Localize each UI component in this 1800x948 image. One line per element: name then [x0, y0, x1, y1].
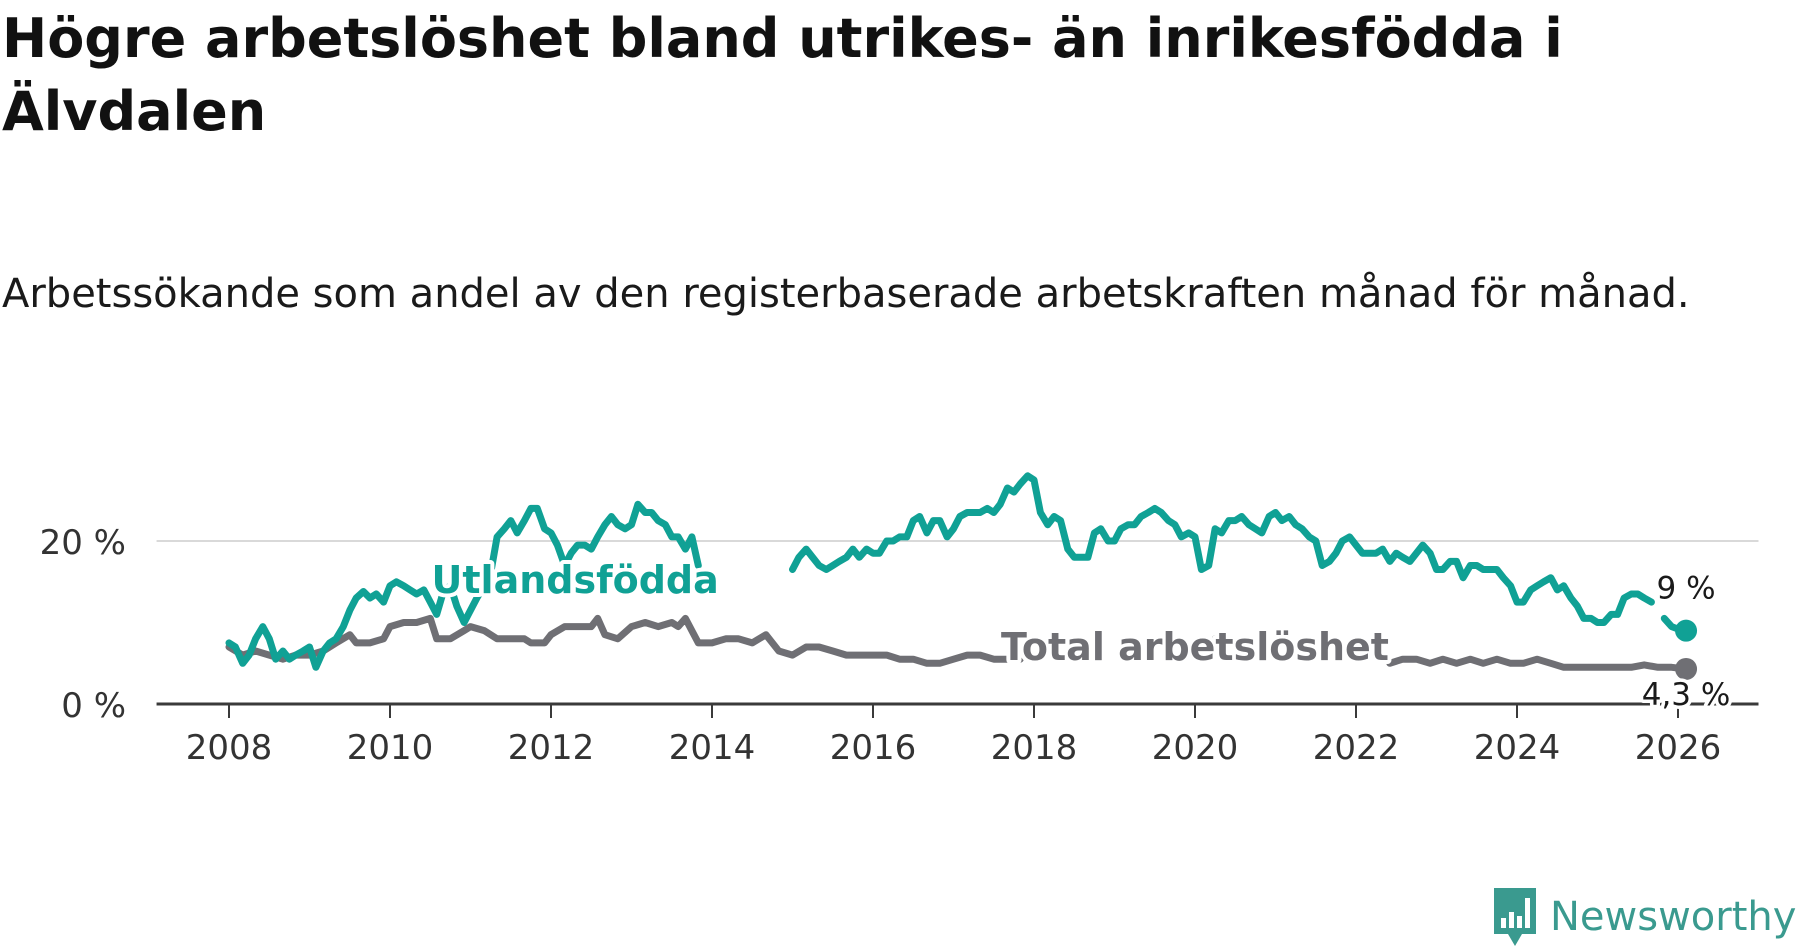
x-tick-label: 2012: [508, 728, 595, 768]
chart-title: Högre arbetslöshet bland utrikes- än inr…: [2, 7, 1563, 143]
x-tick-label: 2026: [1635, 728, 1722, 768]
newsworthy-logo[interactable]: Newsworthy: [1492, 886, 1796, 948]
series-line-utlandsf-dda-0: [225, 500, 702, 671]
x-tick-label: 2022: [1313, 728, 1400, 768]
x-tick-label: 2008: [186, 728, 273, 768]
series-line-total-arbetsl-shet-2: [1386, 655, 1690, 673]
logo-text: Newsworthy: [1550, 894, 1797, 940]
series-line-total-arbetsl-shet-1: [1211, 635, 1246, 647]
x-tick-label: 2020: [1152, 728, 1239, 768]
end-label-utlandsf-dda: 9 %: [1657, 571, 1716, 607]
end-point-utlandsf-dda: [1675, 619, 1698, 642]
series-lines: [225, 472, 1698, 680]
x-tick-label: 2018: [991, 728, 1078, 768]
series-line-total-arbetsl-shet-0: [225, 614, 1024, 667]
end-label-total-arbetsl-shet: 4,3 %: [1642, 677, 1731, 713]
x-tick-label: 2024: [1474, 728, 1561, 768]
y-tick-label: 0 %: [61, 686, 126, 726]
x-tick-label: 2010: [347, 728, 434, 768]
bar-chart-flag-icon: [1494, 888, 1536, 946]
series-label-utlandsf-dda: Utlandsfödda: [432, 558, 719, 602]
x-tick-label: 2016: [830, 728, 917, 768]
series-label-total-arbetsl-shet: Total arbetslöshet: [1001, 625, 1389, 669]
end-point-total-arbetsl-shet: [1675, 657, 1698, 680]
series-line-utlandsf-dda-1: [789, 472, 1655, 626]
y-tick-label: 20 %: [40, 523, 126, 563]
chart-subtitle: Arbetssökande som andel av den registerb…: [2, 271, 1690, 317]
x-tick-label: 2014: [669, 728, 756, 768]
axes: 0 % 20 % 2008 2010 2012 2014 2016 2018 2020 2022 2…: [40, 523, 1759, 768]
series-labels: Utlandsfödda Total arbetslöshet 9 % 4,3 %: [428, 554, 1734, 716]
